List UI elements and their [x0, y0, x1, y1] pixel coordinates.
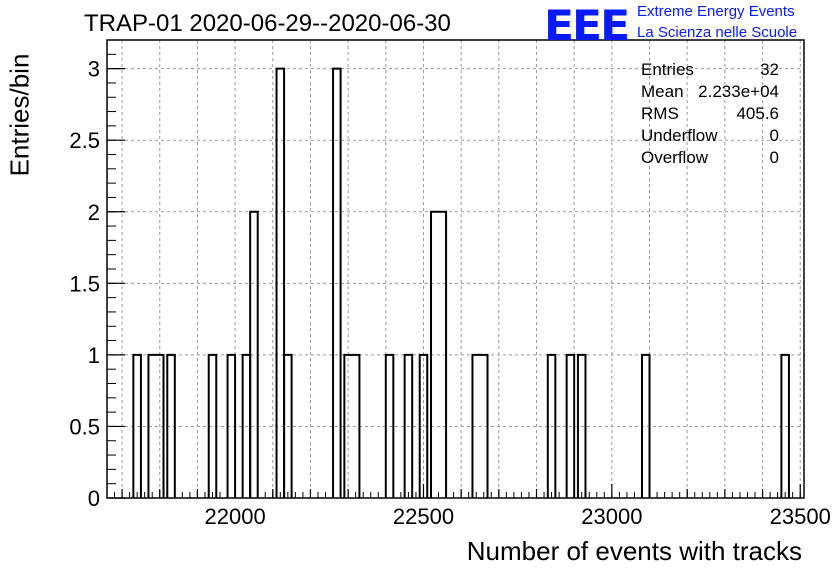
histogram-bin: [430, 210, 448, 498]
histogram-bin: [576, 353, 587, 498]
histogram-bin: [640, 353, 651, 498]
tick-labels: 0 0.5 1 1.5 2 2.5 3 22000 22500 23000 23500: [69, 57, 830, 529]
y-tick-label: 3: [88, 57, 100, 82]
chart-title: TRAP-01 2020-06-29--2020-06-30: [84, 10, 451, 37]
stat-value: 405.6: [736, 104, 779, 123]
y-tick-label: 0.5: [69, 414, 100, 439]
histogram-bin: [343, 353, 361, 498]
grid-lines: [107, 40, 804, 498]
stat-row-rms: RMS 405.6: [641, 103, 779, 125]
histogram-series: [132, 67, 790, 498]
histogram-bin: [249, 210, 259, 498]
stat-value: 32: [760, 60, 779, 79]
stat-label: RMS: [641, 104, 679, 123]
stat-row-overflow: Overflow 0: [641, 147, 779, 169]
logo-line-2: La Scienza nelle Scuole: [637, 24, 798, 41]
y-tick-label: 2.5: [69, 128, 100, 153]
axis-ticks: [106, 39, 801, 499]
stat-label: Overflow: [641, 148, 709, 167]
y-tick-label: 1.5: [69, 271, 100, 296]
histogram-bin: [780, 353, 790, 498]
histogram-bin: [418, 353, 429, 498]
y-tick-label: 1: [88, 343, 100, 368]
histogram-bin: [283, 353, 293, 498]
x-axis-label: Number of events with tracks: [466, 536, 802, 566]
histogram-bin: [147, 353, 165, 498]
histogram-bin: [403, 353, 414, 498]
histogram-bin: [565, 353, 576, 498]
stat-label: Mean: [641, 82, 684, 101]
stat-value: 0: [769, 126, 779, 145]
y-tick-label: 0: [88, 486, 100, 511]
y-axis-label: Entries/bin: [4, 53, 35, 177]
stat-label: Entries: [641, 60, 694, 79]
stat-value: 2.233e+04: [698, 82, 779, 101]
histogram-bin: [166, 353, 176, 498]
stat-row-underflow: Underflow 0: [641, 125, 779, 147]
histogram-bin: [226, 353, 237, 498]
histogram-bin: [275, 67, 286, 498]
histogram-bin: [384, 353, 395, 498]
histogram-bin: [471, 353, 489, 498]
y-tick-label: 2: [88, 200, 100, 225]
histogram-bin: [546, 353, 557, 498]
stat-row-mean: Mean 2.233e+04: [641, 81, 779, 103]
stat-row-entries: Entries 32: [641, 59, 779, 81]
stat-value: 0: [769, 148, 779, 167]
histogram-bin: [207, 353, 218, 498]
x-tick-label: 22000: [205, 504, 266, 529]
x-tick-label: 22500: [393, 504, 454, 529]
eee-logo: EEE: [544, 2, 630, 51]
logo-line-1: Extreme Energy Events: [637, 3, 795, 20]
stats-box: Entries 32 Mean 2.233e+04 RMS 405.6 Unde…: [641, 59, 779, 169]
stat-label: Underflow: [641, 126, 718, 145]
histogram-bin: [332, 67, 342, 498]
x-tick-label: 23000: [581, 504, 642, 529]
histogram-bin: [132, 353, 142, 498]
x-tick-label: 23500: [770, 504, 831, 529]
